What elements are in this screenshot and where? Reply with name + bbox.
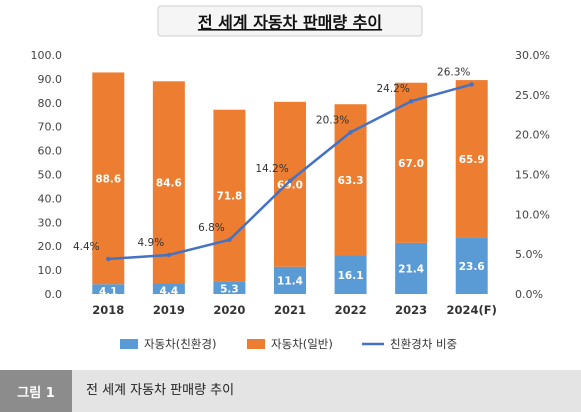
share-point [106, 256, 111, 262]
legend-label: 친환경차 비중 [390, 337, 457, 351]
left-tick-label: 10.0 [38, 264, 63, 277]
chart-title-group: 전 세계 자동차 판매량 추이 [157, 5, 423, 37]
bar-general-2024(F) [455, 80, 488, 238]
bar-general-label: 63.3 [338, 175, 364, 187]
share-label: 20.3% [316, 114, 349, 126]
left-tick-label: 60.0 [38, 145, 63, 158]
x-tick-label: 2021 [274, 303, 306, 317]
bar-eco-label: 4.1 [99, 286, 118, 298]
bar-eco-2021 [274, 266, 306, 294]
x-tick-label: 2019 [153, 303, 185, 317]
bar-general-2018 [92, 72, 125, 285]
figure-caption: 그림 1 전 세계 자동차 판매량 추이 [0, 370, 581, 412]
bar-eco-label: 4.4 [160, 285, 179, 297]
bar-general-label: 71.8 [216, 191, 242, 203]
left-tick-label: 90.0 [38, 73, 63, 86]
bar-general-2022 [334, 104, 367, 256]
left-tick-label: 20.0 [38, 240, 63, 253]
bars-layer: 4.188.64.484.65.371.811.469.016.163.321.… [92, 72, 488, 298]
share-label: 26.3% [437, 66, 470, 78]
bar-general-label: 67.0 [398, 158, 424, 170]
line-layer: 4.4% 4.9% 6.8% 14.2% 20.3% 24.2% 26.3% [73, 66, 474, 262]
right-tick-label: 0.0% [515, 288, 543, 301]
bar-general-2019 [152, 81, 185, 284]
right-tick-label: 30.0% [515, 49, 550, 62]
figure-caption-text: 전 세계 자동차 판매량 추이 [86, 383, 235, 398]
bar-eco-label: 5.3 [220, 283, 239, 295]
right-tick-label: 20.0% [515, 129, 550, 142]
chart-area: 전 세계 자동차 판매량 추이 0.0 10.0 20.0 30.0 40.0 50.0 6… [30, 5, 550, 351]
legend-swatch [120, 339, 138, 349]
share-point [348, 130, 353, 135]
bar-eco-2024(F) [455, 237, 488, 294]
bar-eco-2023 [395, 242, 428, 294]
x-tick-label: 2018 [92, 303, 124, 317]
bar-eco-2019 [152, 283, 185, 294]
left-axis: 0.0 10.0 20.0 30.0 40.0 50.0 60.0 70.0 80.0 90.0 1… [31, 49, 63, 301]
left-tick-label: 50.0 [38, 169, 63, 182]
bar-general-label: 84.6 [156, 177, 182, 189]
bar-eco-2018 [92, 284, 125, 294]
figure-label: 그림 1 [0, 370, 72, 412]
left-tick-label: 100.0 [31, 49, 63, 62]
left-tick-label: 30.0 [38, 216, 63, 229]
share-label: 4.9% [138, 237, 165, 249]
x-tick-label: 2024(F) [447, 303, 497, 317]
share-label: 24.2% [376, 83, 409, 95]
share-point [287, 178, 293, 184]
bar-general-2021 [274, 101, 306, 267]
left-tick-label: 80.0 [38, 97, 63, 110]
right-tick-label: 10.0% [515, 208, 550, 221]
bar-general-2023 [395, 82, 428, 243]
legend-label: 자동차(친환경) [144, 337, 216, 351]
share-label: 6.8% [198, 222, 225, 234]
share-point [408, 99, 414, 104]
left-tick-label: 0.0 [45, 288, 63, 301]
bar-eco-2020 [213, 281, 246, 294]
bar-eco-label: 21.4 [398, 263, 424, 275]
legend: 자동차(친환경) 자동차(일반) 친환경차 비중 [120, 337, 457, 351]
right-tick-label: 5.0% [515, 248, 543, 261]
left-tick-label: 70.0 [38, 121, 63, 134]
bar-eco-label: 16.1 [338, 270, 364, 282]
bar-general-2020 [213, 109, 246, 282]
x-tick-label: 2022 [335, 303, 367, 317]
legend-swatch [247, 339, 265, 349]
share-label: 4.4% [73, 241, 100, 253]
legend-label: 자동차(일반) [271, 337, 333, 351]
right-axis: 0.0% 5.0% 10.0% 15.0% 20.0% 25.0% 30.0% [515, 49, 550, 301]
bar-general-label: 88.6 [95, 173, 121, 185]
chart-title-box [157, 5, 423, 37]
right-tick-label: 15.0% [515, 169, 550, 182]
left-tick-label: 40.0 [38, 192, 63, 205]
bar-general-label: 65.9 [459, 154, 485, 166]
share-point [469, 82, 474, 87]
x-tick-label: 2020 [213, 303, 245, 317]
bar-eco-label: 23.6 [459, 261, 485, 273]
chart-svg: 전 세계 자동차 판매량 추이 0.0 10.0 20.0 30.0 40.0 50.0 6… [31, 5, 550, 351]
bar-eco-label: 11.4 [277, 275, 303, 287]
x-axis: 2018 2019 2020 2021 2022 2023 2024(F) [92, 303, 497, 317]
bar-eco-2022 [334, 255, 367, 294]
chart-title: 전 세계 자동차 판매량 추이 [198, 13, 382, 32]
share-point [227, 237, 232, 243]
share-point [166, 252, 172, 258]
right-tick-label: 25.0% [515, 89, 550, 102]
x-tick-label: 2023 [395, 303, 427, 317]
share-label: 14.2% [255, 163, 288, 175]
